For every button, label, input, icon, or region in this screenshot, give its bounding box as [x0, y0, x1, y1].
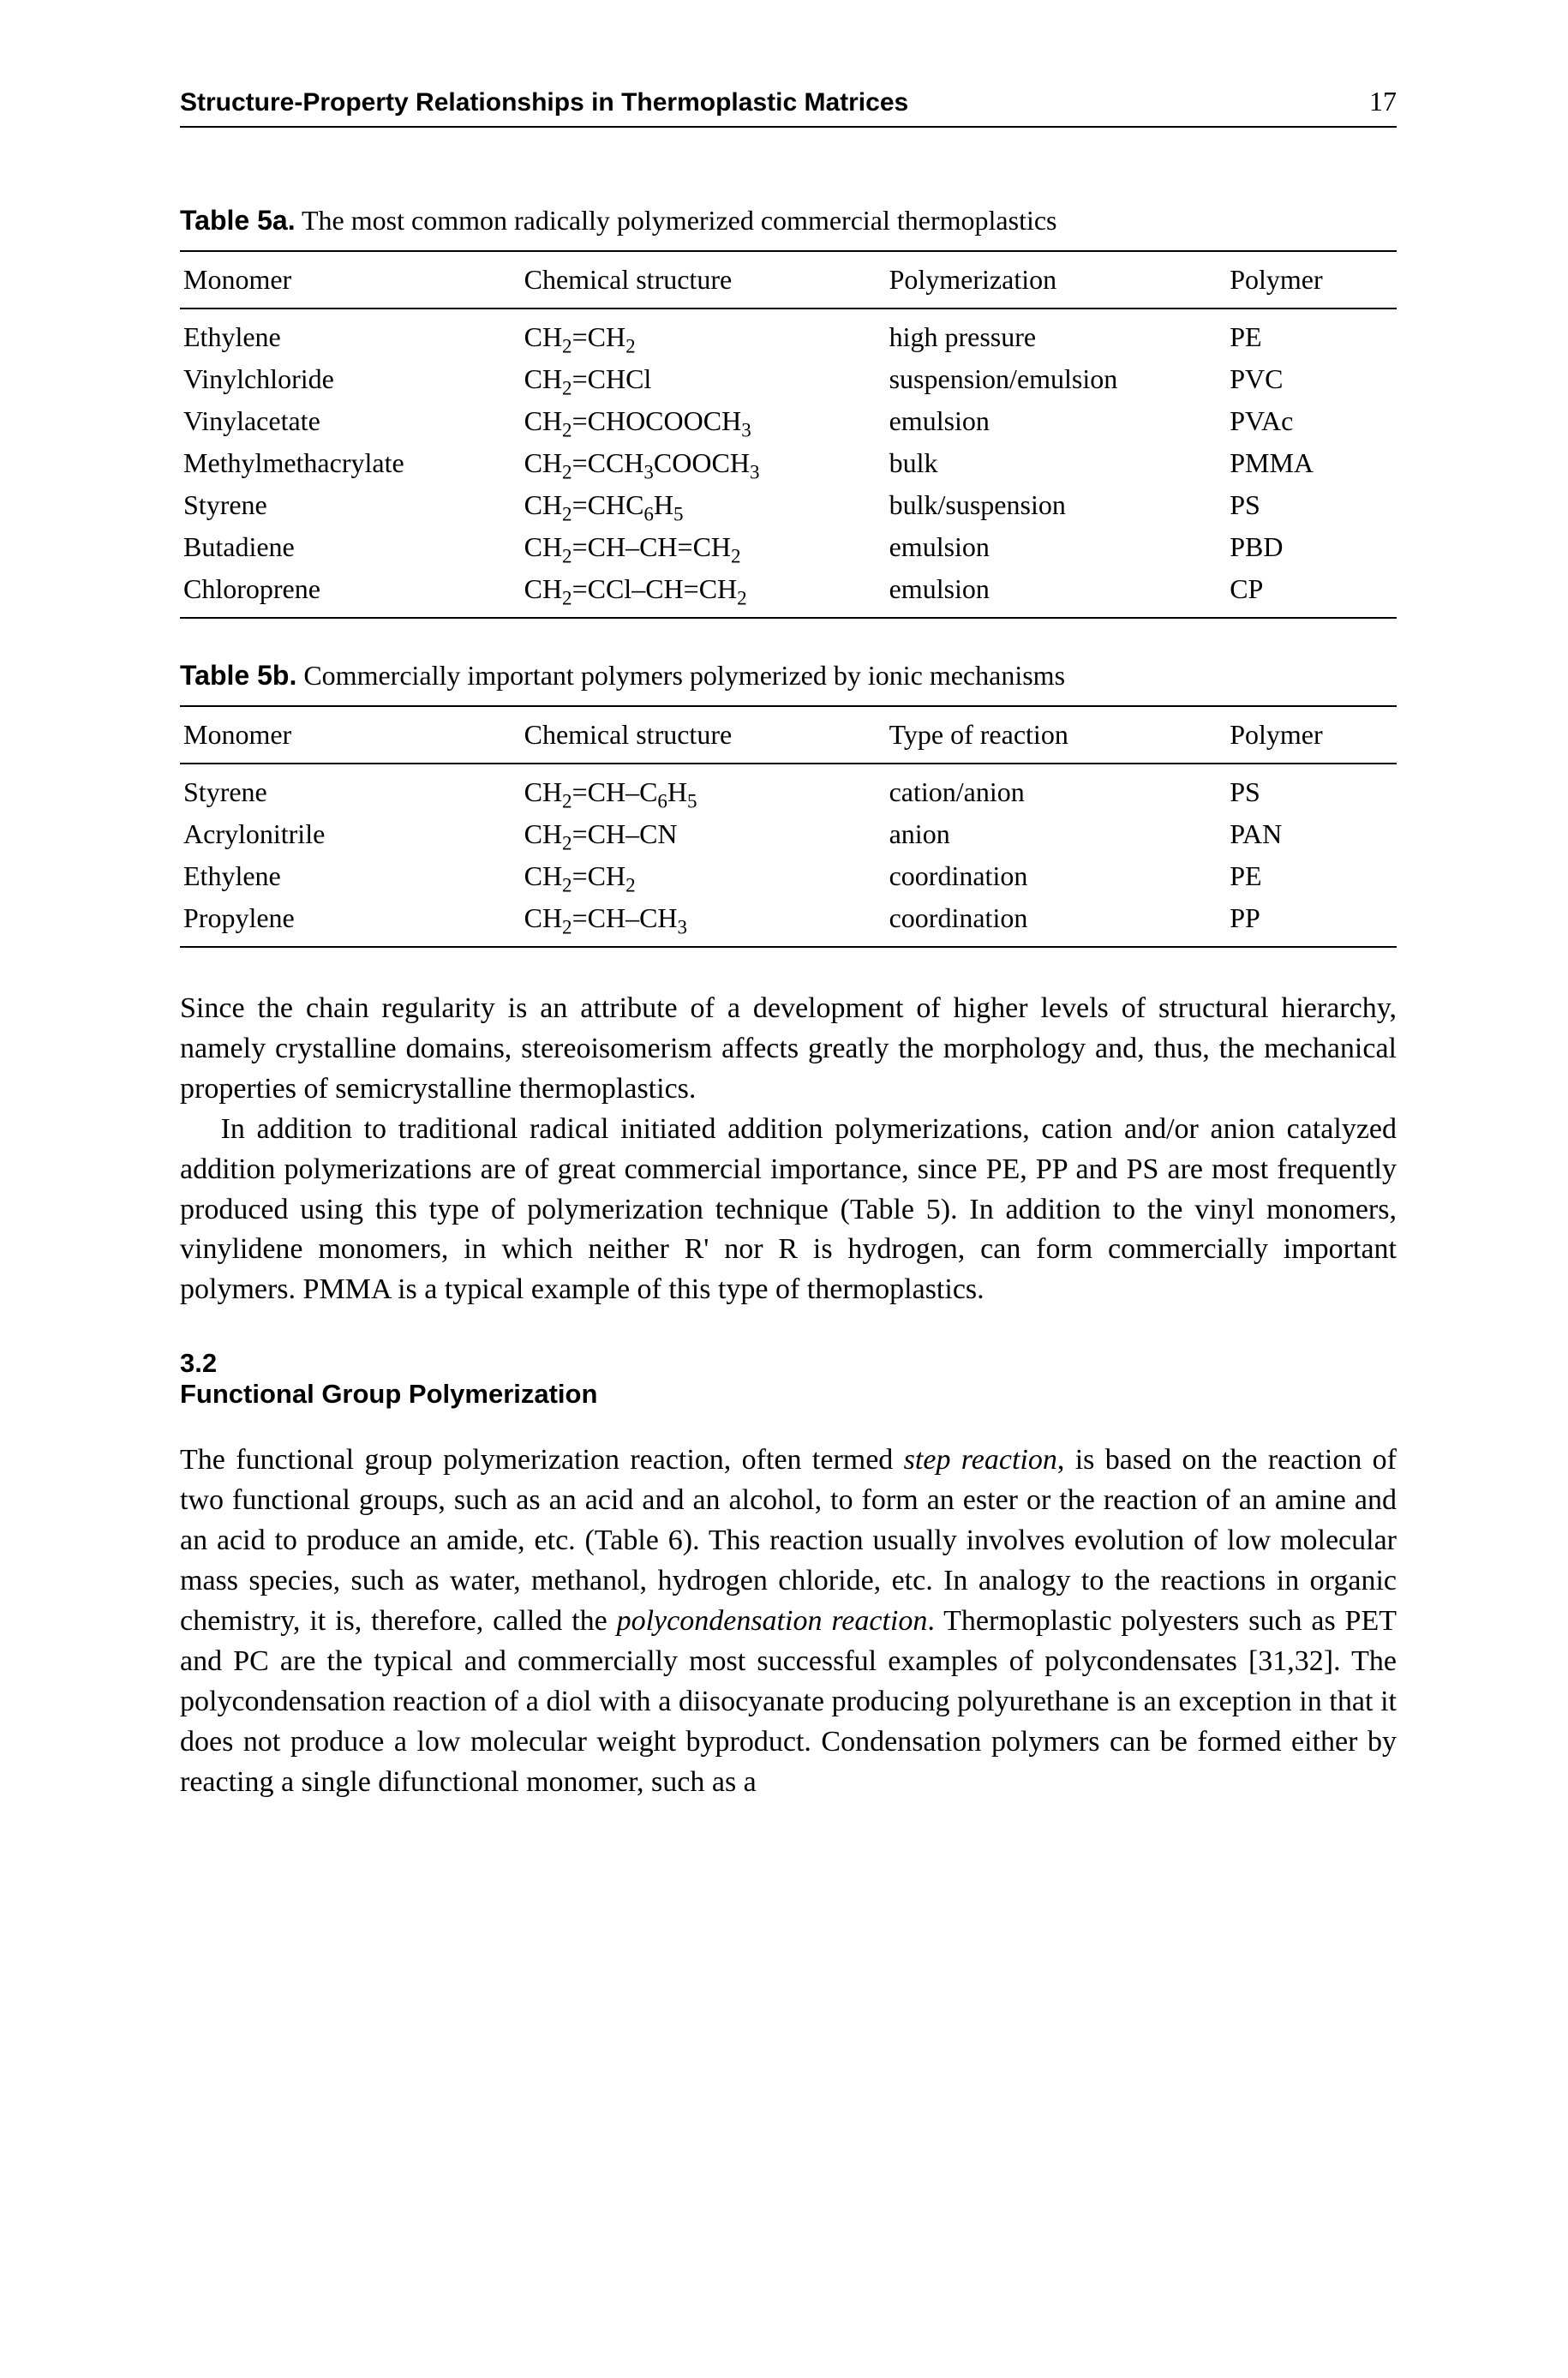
table5b-cell: PAN: [1226, 813, 1397, 855]
table5b-row: StyreneCH2=CH–C6H5cation/anionPS: [180, 764, 1397, 813]
table5b-cell: coordination: [886, 897, 1227, 947]
table5b-label: Table 5b.: [180, 660, 296, 691]
table5b-row: AcrylonitrileCH2=CH–CNanionPAN: [180, 813, 1397, 855]
table5b-cell: PP: [1226, 897, 1397, 947]
table5b-cell: Propylene: [180, 897, 521, 947]
table5b-row: EthyleneCH2=CH2coordinationPE: [180, 855, 1397, 897]
table5a-caption-text: The most common radically polymerized co…: [302, 205, 1057, 236]
table5b-cell: cation/anion: [886, 764, 1227, 813]
table5a-cell: CP: [1226, 568, 1397, 618]
table5a-h3: Polymerization: [886, 251, 1227, 308]
table5a-cell: high pressure: [886, 308, 1227, 358]
table5a-label: Table 5a.: [180, 205, 296, 236]
table5a-header-row: Monomer Chemical structure Polymerizatio…: [180, 251, 1397, 308]
table5b-h3: Type of reaction: [886, 706, 1227, 764]
section-title: Functional Group Polymerization: [180, 1379, 1397, 1410]
table5a-cell: Methylmethacrylate: [180, 442, 521, 484]
table5a-row: ButadieneCH2=CH–CH=CH2emulsionPBD: [180, 526, 1397, 568]
table5a-cell: CH2=CHC6H5: [521, 484, 886, 526]
page-number: 17: [1369, 86, 1397, 117]
table5b-row: PropyleneCH2=CH–CH3coordinationPP: [180, 897, 1397, 947]
table5b-caption: Table 5b. Commercially important polymer…: [180, 660, 1397, 692]
table5a-cell: emulsion: [886, 568, 1227, 618]
table5a-cell: PS: [1226, 484, 1397, 526]
table5b-cell: anion: [886, 813, 1227, 855]
table5b-cell: CH2=CH–C6H5: [521, 764, 886, 813]
table5b-h2: Chemical structure: [521, 706, 886, 764]
table5b-h1: Monomer: [180, 706, 521, 764]
table5a-cell: PBD: [1226, 526, 1397, 568]
para-1: Since the chain regularity is an attribu…: [180, 989, 1397, 1110]
table5a-cell: CH2=CCH3COOCH3: [521, 442, 886, 484]
table5b-cell: PS: [1226, 764, 1397, 813]
table5a-cell: CH2=CHCl: [521, 358, 886, 400]
table5b-header-row: Monomer Chemical structure Type of react…: [180, 706, 1397, 764]
table5b-cell: CH2=CH–CN: [521, 813, 886, 855]
table5a-h1: Monomer: [180, 251, 521, 308]
table5a-row: StyreneCH2=CHC6H5bulk/suspensionPS: [180, 484, 1397, 526]
table5b-cell: PE: [1226, 855, 1397, 897]
table5a-cell: Chloroprene: [180, 568, 521, 618]
table5a-cell: Vinylchloride: [180, 358, 521, 400]
table5a-cell: CH2=CH2: [521, 308, 886, 358]
table5a-cell: Butadiene: [180, 526, 521, 568]
table5a-cell: CH2=CCl–CH=CH2: [521, 568, 886, 618]
table5a-cell: bulk: [886, 442, 1227, 484]
table5a-cell: PE: [1226, 308, 1397, 358]
table5a: Monomer Chemical structure Polymerizatio…: [180, 250, 1397, 619]
table5b: Monomer Chemical structure Type of react…: [180, 705, 1397, 948]
table5b-cell: CH2=CH2: [521, 855, 886, 897]
table5a-cell: CH2=CHOCOOCH3: [521, 400, 886, 442]
table5a-cell: emulsion: [886, 526, 1227, 568]
para-2: In addition to traditional radical initi…: [180, 1110, 1397, 1311]
running-title: Structure-Property Relationships in Ther…: [180, 88, 908, 117]
table5b-cell: coordination: [886, 855, 1227, 897]
table5b-cell: CH2=CH–CH3: [521, 897, 886, 947]
table5a-cell: emulsion: [886, 400, 1227, 442]
table5a-cell: bulk/suspension: [886, 484, 1227, 526]
table5a-row: EthyleneCH2=CH2high pressurePE: [180, 308, 1397, 358]
table5a-cell: PVC: [1226, 358, 1397, 400]
section-number: 3.2: [180, 1348, 1397, 1379]
table5a-caption: Table 5a. The most common radically poly…: [180, 205, 1397, 237]
table5b-cell: Styrene: [180, 764, 521, 813]
table5a-cell: PMMA: [1226, 442, 1397, 484]
table5a-h4: Polymer: [1226, 251, 1397, 308]
table5a-cell: suspension/emulsion: [886, 358, 1227, 400]
table5a-row: ChloropreneCH2=CCl–CH=CH2emulsionCP: [180, 568, 1397, 618]
table5b-cell: Ethylene: [180, 855, 521, 897]
table5b-h4: Polymer: [1226, 706, 1397, 764]
table5a-cell: CH2=CH–CH=CH2: [521, 526, 886, 568]
running-header: Structure-Property Relationships in Ther…: [180, 86, 1397, 128]
table5a-cell: Styrene: [180, 484, 521, 526]
table5a-row: MethylmethacrylateCH2=CCH3COOCH3bulkPMMA: [180, 442, 1397, 484]
table5b-caption-text: Commercially important polymers polymeri…: [303, 660, 1065, 691]
table5a-cell: PVAc: [1226, 400, 1397, 442]
table5a-cell: Ethylene: [180, 308, 521, 358]
table5b-cell: Acrylonitrile: [180, 813, 521, 855]
table5a-h2: Chemical structure: [521, 251, 886, 308]
table5a-row: VinylacetateCH2=CHOCOOCH3emulsionPVAc: [180, 400, 1397, 442]
para-3: The functional group polymerization reac…: [180, 1441, 1397, 1802]
table5a-row: VinylchlorideCH2=CHClsuspension/emulsion…: [180, 358, 1397, 400]
table5a-cell: Vinylacetate: [180, 400, 521, 442]
